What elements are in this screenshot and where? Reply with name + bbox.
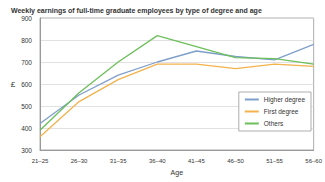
svg-text:300: 300 [21,147,32,154]
svg-text:400: 400 [21,125,32,132]
svg-text:41–45: 41–45 [188,158,205,164]
svg-text:Age: Age [171,169,184,177]
svg-text:46–50: 46–50 [227,158,244,164]
svg-text:900: 900 [21,15,32,22]
svg-text:Others: Others [264,120,284,127]
svg-text:31–35: 31–35 [110,158,127,164]
svg-text:36–40: 36–40 [149,158,166,164]
svg-text:Weekly earnings of full-time g: Weekly earnings of full-time graduate em… [11,7,262,15]
svg-text:21–25: 21–25 [32,158,49,164]
svg-text:First degree: First degree [264,108,299,116]
svg-text:500: 500 [21,103,32,110]
svg-text:£: £ [11,80,16,89]
svg-text:56–60: 56–60 [305,158,322,164]
svg-text:700: 700 [21,59,32,66]
svg-text:600: 600 [21,81,32,88]
svg-text:26–30: 26–30 [71,158,88,164]
svg-text:Higher degree: Higher degree [264,96,306,104]
svg-text:51–55: 51–55 [266,158,283,164]
svg-text:800: 800 [21,37,32,44]
